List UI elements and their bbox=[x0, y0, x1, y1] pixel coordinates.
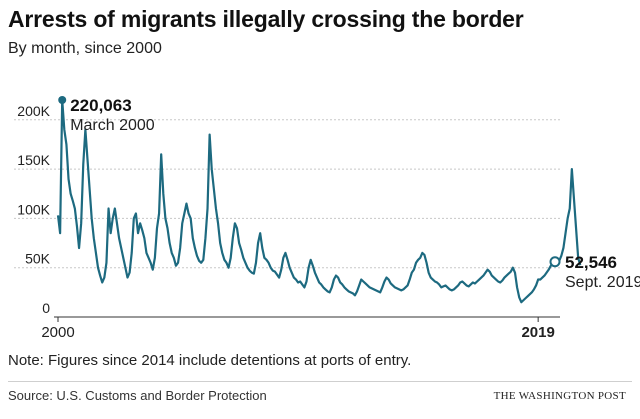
latest-marker bbox=[549, 256, 561, 268]
y-tick-label: 50K bbox=[25, 251, 51, 267]
peak-value-label: 220,063 bbox=[70, 96, 131, 115]
publisher-logo: THE WASHINGTON POST bbox=[493, 390, 626, 402]
y-tick-label: 0 bbox=[42, 300, 50, 316]
footer-divider bbox=[8, 381, 632, 382]
chart-title: Arrests of migrants illegally crossing t… bbox=[8, 6, 524, 32]
peak-marker bbox=[58, 96, 67, 104]
chart-subtitle: By month, since 2000 bbox=[8, 40, 162, 57]
latest-value-label: 52,546 bbox=[565, 253, 617, 272]
line-chart: 0 50K 100K 150K 200K 2000 2019 220,063 March 200… bbox=[14, 96, 640, 341]
chart-note: Note: Figures since 2014 include detenti… bbox=[8, 352, 412, 369]
x-tick-label: 2019 bbox=[521, 324, 554, 341]
y-tick-label: 200K bbox=[17, 103, 50, 119]
latest-date-label: Sept. 2019 bbox=[565, 274, 640, 291]
peak-date-label: March 2000 bbox=[70, 117, 155, 134]
series-line bbox=[56, 98, 582, 304]
x-tick-label: 2000 bbox=[41, 324, 74, 341]
y-tick-label: 100K bbox=[17, 201, 50, 217]
source-credit: Source: U.S. Customs and Border Protecti… bbox=[8, 388, 267, 403]
y-tick-label: 150K bbox=[17, 152, 50, 168]
